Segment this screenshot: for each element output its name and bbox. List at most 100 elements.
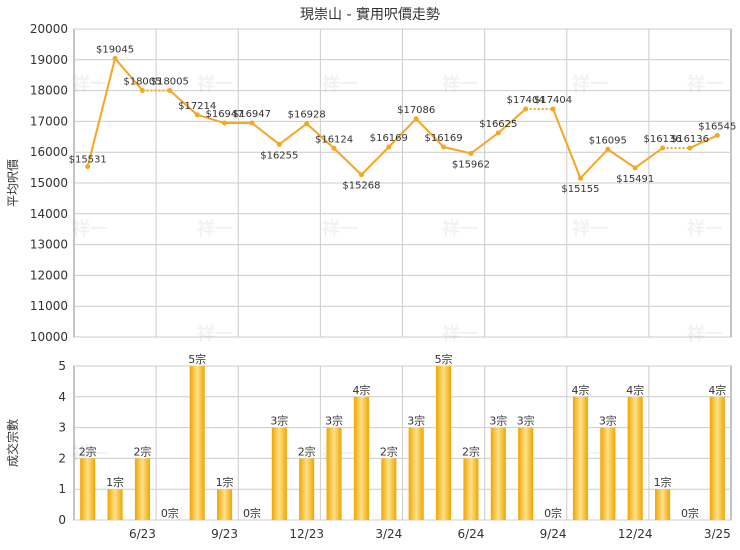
line-data-label: $17404 bbox=[507, 95, 545, 106]
bar-mark bbox=[80, 458, 96, 520]
bar-mark bbox=[189, 366, 205, 520]
bar-data-label: 3宗 bbox=[489, 414, 507, 428]
line-point bbox=[386, 144, 392, 150]
x-tick-label: 6/23 bbox=[129, 527, 156, 541]
line-data-label: $15268 bbox=[342, 181, 380, 192]
line-segment bbox=[552, 108, 582, 179]
line-segment bbox=[196, 113, 225, 124]
line-data-label: $18005 bbox=[123, 76, 161, 87]
bar-y-tick-label: 1 bbox=[58, 482, 66, 496]
bar-data-label: 4宗 bbox=[571, 383, 589, 397]
line-y-tick-label: 12000 bbox=[30, 268, 68, 282]
line-data-label: $16625 bbox=[479, 119, 517, 130]
x-tick-label: 12/24 bbox=[618, 527, 653, 541]
line-point bbox=[632, 165, 638, 171]
bar-data-label: 0宗 bbox=[161, 506, 179, 520]
bar-data-label: 2宗 bbox=[462, 444, 480, 458]
line-data-label: $18005 bbox=[151, 76, 189, 87]
x-tick-label: 3/24 bbox=[375, 527, 402, 541]
line-y-tick-label: 15000 bbox=[30, 176, 68, 190]
watermark-text: 祥一 bbox=[572, 218, 608, 240]
line-point bbox=[85, 164, 91, 170]
watermark-text: 祥一 bbox=[687, 323, 723, 345]
bar-mark bbox=[518, 427, 534, 520]
line-data-label: $17086 bbox=[397, 105, 435, 116]
watermark-text: 祥一 bbox=[442, 218, 478, 240]
line-y-tick-label: 16000 bbox=[30, 145, 68, 159]
line-point bbox=[139, 87, 145, 93]
line-y-tick-label: 14000 bbox=[30, 207, 68, 221]
line-point bbox=[304, 121, 310, 127]
line-point bbox=[331, 145, 337, 151]
line-segment bbox=[86, 58, 117, 167]
bar-data-label: 3宗 bbox=[325, 414, 343, 428]
bar-mark bbox=[436, 366, 452, 520]
line-point bbox=[112, 55, 118, 61]
bar-mark bbox=[107, 489, 123, 520]
line-data-label: $16928 bbox=[288, 110, 326, 121]
watermark-text: 祥一 bbox=[197, 323, 233, 345]
bar-data-label: 3宗 bbox=[599, 414, 617, 428]
x-tick-label: 9/23 bbox=[211, 527, 238, 541]
line-segment bbox=[333, 147, 363, 176]
line-data-label: $16169 bbox=[424, 133, 462, 144]
line-point bbox=[194, 112, 200, 118]
bar-data-label: 0宗 bbox=[544, 506, 562, 520]
line-y-axis-label: 平均呎價 bbox=[6, 159, 20, 207]
line-point bbox=[358, 172, 364, 178]
x-tick-label: 12/23 bbox=[289, 527, 324, 541]
x-tick-label: 3/25 bbox=[704, 527, 731, 541]
bar-mark bbox=[490, 427, 506, 520]
bar-mark bbox=[408, 427, 424, 520]
watermark-text: 祥一 bbox=[72, 73, 108, 95]
line-data-label: $17404 bbox=[534, 95, 572, 106]
line-segment bbox=[278, 122, 308, 146]
line-segment bbox=[634, 147, 664, 169]
line-data-label: $16255 bbox=[260, 150, 298, 161]
bar-data-label: 3宗 bbox=[270, 414, 288, 428]
line-data-label: $16947 bbox=[205, 109, 243, 120]
line-y-tick-label: 19000 bbox=[30, 53, 68, 67]
line-data-label: $16545 bbox=[698, 121, 736, 132]
labels-layer: 10000 11000 12000 13000 14000 15000 16000 17000… bbox=[5, 22, 736, 541]
bar-mark bbox=[600, 427, 616, 520]
bar-data-label: 4宗 bbox=[708, 383, 726, 397]
bar-data-label: 0宗 bbox=[243, 506, 261, 520]
bar-data-label: 1宗 bbox=[654, 475, 672, 489]
watermark-text: 祥一 bbox=[197, 73, 233, 95]
line-data-label: $15491 bbox=[616, 174, 654, 185]
bar-mark bbox=[655, 489, 671, 520]
bar-data-label: 3宗 bbox=[517, 414, 535, 428]
line-y-tick-label: 20000 bbox=[30, 22, 68, 36]
bar-data-label: 4宗 bbox=[352, 383, 370, 397]
line-data-label: $19045 bbox=[96, 44, 134, 55]
line-segment bbox=[169, 89, 198, 116]
line-y-tick-label: 11000 bbox=[30, 299, 68, 313]
line-point bbox=[523, 106, 529, 112]
line-segment bbox=[114, 57, 144, 92]
line-segment bbox=[607, 148, 636, 169]
watermark-text: 祥一 bbox=[442, 73, 478, 95]
watermark-text: 祥一 bbox=[322, 73, 358, 95]
bar-mark bbox=[299, 458, 315, 520]
watermark-text: 祥一 bbox=[572, 73, 608, 95]
line-y-tick-label: 17000 bbox=[30, 114, 68, 128]
line-segment bbox=[415, 118, 445, 148]
line-data-label: $15962 bbox=[452, 159, 490, 170]
line-segment bbox=[251, 122, 280, 146]
bar-y-tick-label: 4 bbox=[58, 390, 66, 404]
line-point bbox=[605, 146, 611, 152]
bar-y-axis-label: 成交宗數 bbox=[5, 419, 20, 467]
line-data-label: $15155 bbox=[561, 184, 599, 195]
line-segment bbox=[470, 132, 499, 155]
line-point bbox=[413, 116, 419, 122]
line-y-tick-label: 13000 bbox=[30, 238, 68, 252]
bar-mark bbox=[463, 458, 479, 520]
line-segment bbox=[689, 134, 718, 149]
line-point bbox=[468, 150, 474, 156]
watermark-text: 祥一 bbox=[197, 218, 233, 240]
bar-data-label: 1宗 bbox=[106, 475, 124, 489]
bar-mark bbox=[134, 458, 150, 520]
bar-data-label: 2宗 bbox=[298, 444, 316, 458]
